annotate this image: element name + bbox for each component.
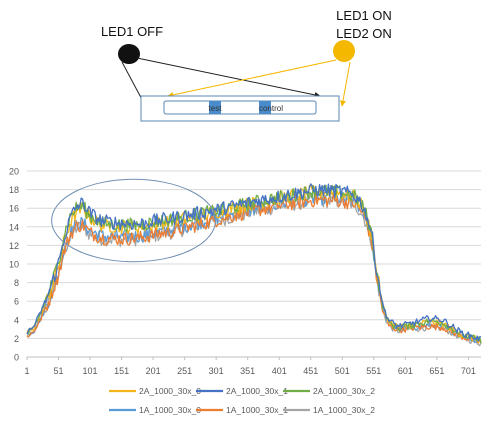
- legend-label: 2A_1000_30x_1: [226, 386, 288, 396]
- y-tick-label: 16: [9, 204, 19, 214]
- x-tick-label: 151: [114, 366, 129, 376]
- led-on-label-1: LED1 ON: [336, 8, 392, 23]
- legend-label: 2A_1000_30x_0: [139, 386, 201, 396]
- x-tick-label: 701: [461, 366, 476, 376]
- x-tick-label: 51: [54, 366, 64, 376]
- x-tick-label: 501: [335, 366, 350, 376]
- arrow-on-to-right: [340, 61, 351, 107]
- x-tick-label: 451: [303, 366, 318, 376]
- y-tick-label: 0: [14, 353, 19, 363]
- y-tick-label: 14: [9, 222, 19, 232]
- series-line-2A_1000_30x_1: [26, 183, 482, 342]
- x-tick-label: 651: [429, 366, 444, 376]
- x-tick-labels: 1 51 101 151 201 251 301 351 401 451 501 551 601 651 7…: [24, 357, 476, 376]
- x-tick-label: 401: [272, 366, 287, 376]
- legend-label: 2A_1000_30x_2: [313, 386, 375, 396]
- chart-legend: 2A_1000_30x_0 2A_1000_30x_1 2A_1000_30x_2 1…: [109, 386, 375, 415]
- y-tick-label: 2: [14, 334, 19, 344]
- y-tick-label: 20: [9, 167, 19, 177]
- x-tick-label: 551: [366, 366, 381, 376]
- x-tick-label: 1: [24, 366, 29, 376]
- led-on-label-2: LED2 ON: [336, 26, 392, 41]
- control-label: control: [259, 104, 283, 113]
- x-tick-label: 201: [146, 366, 161, 376]
- arrow-off-to-control: [136, 57, 321, 98]
- y-tick-label: 6: [14, 297, 19, 307]
- arrow-on-to-left: [167, 59, 337, 98]
- y-tick-label: 18: [9, 185, 19, 195]
- y-tick-label: 8: [14, 278, 19, 288]
- series-line-1A_1000_30x_1: [26, 192, 482, 344]
- legend-label: 1A_1000_30x_1: [226, 405, 288, 415]
- x-tick-label: 251: [177, 366, 192, 376]
- chart-gridlines: [27, 170, 481, 358]
- led-off-label: LED1 OFF: [101, 24, 163, 39]
- led-on-dot: [333, 40, 355, 62]
- y-tick-label: 4: [14, 315, 19, 325]
- legend-label: 1A_1000_30x_2: [313, 405, 375, 415]
- series-line-1A_1000_30x_0: [26, 190, 482, 344]
- chart-series: [26, 183, 482, 347]
- y-tick-label: 10: [9, 260, 19, 270]
- x-tick-label: 351: [240, 366, 255, 376]
- x-tick-label: 601: [398, 366, 413, 376]
- led-off-dot: [118, 44, 140, 64]
- control-well: [259, 101, 271, 114]
- test-label: test: [209, 104, 223, 113]
- x-tick-label: 301: [209, 366, 224, 376]
- highlight-ellipse: [51, 178, 217, 263]
- sample-box-inner: [163, 100, 317, 115]
- test-well: [209, 101, 221, 114]
- y-tick-label: 12: [9, 241, 19, 251]
- led-diagram: LED1 OFF LED1 ON LED2 ON test control: [101, 8, 392, 122]
- legend-label: 1A_1000_30x_0: [139, 405, 201, 415]
- y-tick-labels: 0 2 4 6 8 10 12 14 16 18 20: [9, 167, 19, 363]
- x-tick-label: 101: [83, 366, 98, 376]
